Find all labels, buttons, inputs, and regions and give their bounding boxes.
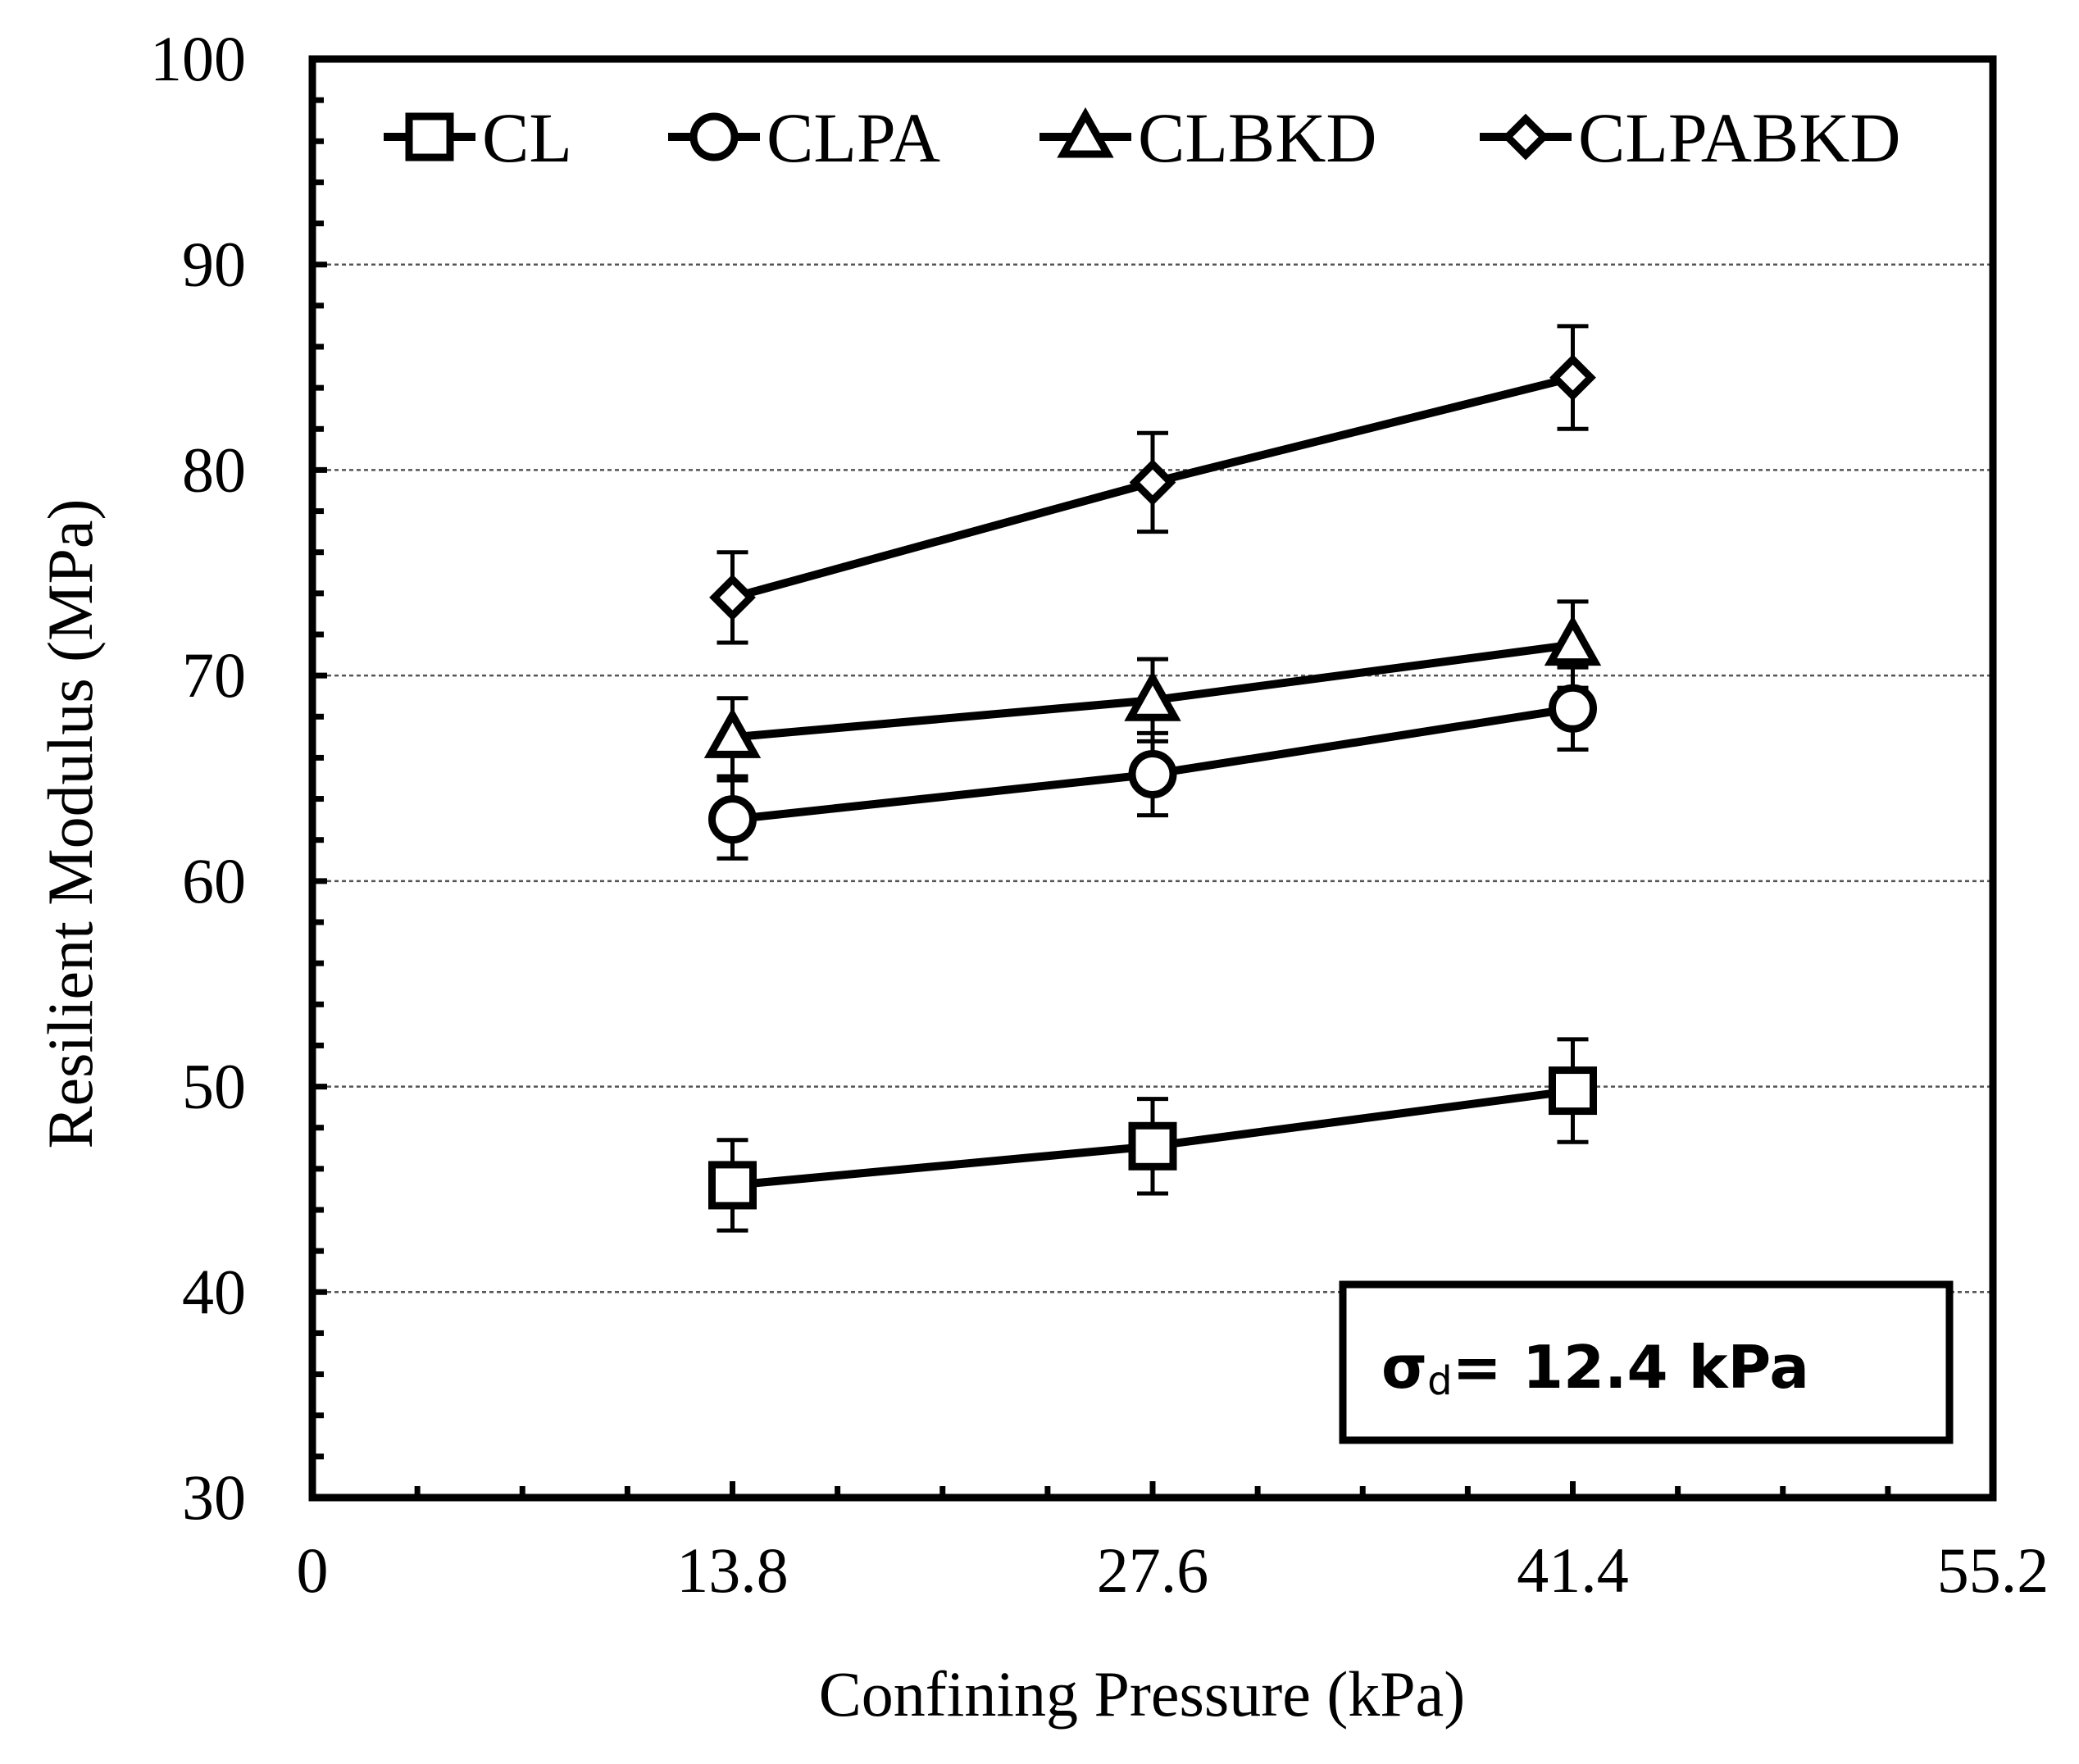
y-tick-label-60: 60 <box>182 845 246 916</box>
data-point-clbkd-0 <box>703 707 762 758</box>
data-point-clpa-2 <box>1549 684 1597 733</box>
legend-marker-clpa <box>689 112 739 161</box>
annotation-value: = 12.4 kPa <box>1453 1333 1809 1402</box>
annotation-text: σd= 12.4 kPa <box>1381 1333 1809 1404</box>
legend-label-clpabkd: CLPABKD <box>1578 98 1901 177</box>
y-tick-label-70: 70 <box>182 639 246 711</box>
legend-marker-clpabkd <box>1502 113 1549 161</box>
x-tick-label-2: 27.6 <box>1097 1534 1209 1606</box>
data-point-clpabkd-2 <box>1549 354 1596 401</box>
legend-label-cl: CL <box>482 98 572 177</box>
plot-area-frame <box>308 55 1997 1502</box>
y-tick-label-40: 40 <box>182 1256 246 1327</box>
x-tick-label-1: 13.8 <box>676 1534 789 1606</box>
y-tick-label-80: 80 <box>182 434 246 505</box>
data-point-clbkd-1 <box>1124 671 1181 721</box>
legend-item-clbkd: CLBKD <box>1040 98 1376 177</box>
data-point-cl-0 <box>708 1161 757 1210</box>
sigma-symbol: σ <box>1381 1333 1427 1402</box>
legend-item-clpabkd: CLPABKD <box>1480 98 1901 177</box>
x-tick-labels: 0 13.8 27.6 41.4 55.2 <box>297 1534 2049 1606</box>
data-point-clpabkd-0 <box>709 574 756 621</box>
y-tick-label-90: 90 <box>182 229 246 300</box>
legend-item-clpa: CLPA <box>668 98 940 177</box>
series-markers <box>703 354 1602 1210</box>
legend-item-cl: CL <box>384 98 572 177</box>
y-tick-label-50: 50 <box>182 1051 246 1122</box>
x-axis-label: Confining Pressure (kPa) <box>819 1658 1466 1730</box>
legend-label-clbkd: CLBKD <box>1138 98 1376 177</box>
x-tick-label-4: 55.2 <box>1937 1534 2049 1606</box>
annotation-frame <box>1339 1280 1954 1444</box>
y-axis-label: Resilient Modulus (MPa) <box>34 499 106 1149</box>
y-tick-labels: 30 40 50 60 70 80 90 100 <box>150 23 246 1533</box>
data-point-clpabkd-1 <box>1129 459 1176 506</box>
legend-marker-cl <box>405 112 454 161</box>
data-point-clbkd-2 <box>1544 615 1602 666</box>
y-tick-label-30: 30 <box>182 1462 246 1533</box>
legend-label-clpa: CLPA <box>767 98 940 177</box>
y-tick-label-100: 100 <box>150 23 246 94</box>
data-point-cl-1 <box>1128 1121 1177 1171</box>
legend-marker-clbkd <box>1057 107 1114 158</box>
data-point-cl-2 <box>1549 1066 1597 1116</box>
x-tick-label-3: 41.4 <box>1517 1534 1629 1606</box>
sigma-subscript: d <box>1427 1358 1452 1404</box>
legend: CL CLPA CLBKD CLPABKD <box>384 98 1901 177</box>
data-point-clpa-0 <box>708 795 757 844</box>
stress-annotation-box: σd= 12.4 kPa <box>1339 1280 1954 1444</box>
x-tick-label-0: 0 <box>297 1534 329 1606</box>
data-point-clpa-1 <box>1128 749 1177 798</box>
